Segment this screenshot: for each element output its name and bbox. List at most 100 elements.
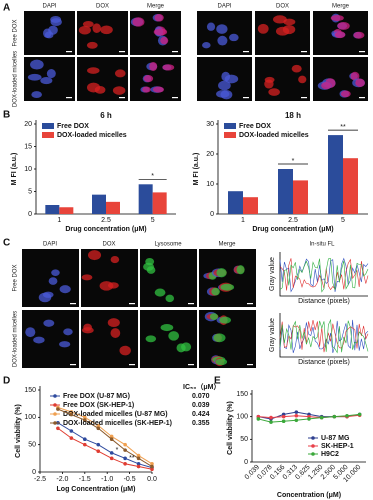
cell	[211, 287, 220, 296]
y-tick-label: 10	[24, 166, 32, 173]
bar	[59, 207, 74, 214]
column-header: DAPI	[43, 242, 57, 248]
point	[150, 462, 154, 466]
legend-swatch	[224, 132, 236, 138]
point	[96, 423, 101, 428]
cell	[340, 90, 351, 98]
point	[345, 413, 349, 418]
x-tick-label: 0.0	[147, 476, 157, 483]
series-line	[57, 408, 153, 467]
axis-label: Distance (pixels)	[298, 298, 350, 305]
point	[109, 451, 114, 455]
row-label: DOX-loaded micelles	[13, 311, 19, 367]
cell	[149, 61, 158, 72]
legend-label: Free DOX	[57, 123, 89, 130]
profile-line	[279, 320, 369, 353]
point	[83, 415, 87, 420]
point	[69, 436, 74, 440]
cell	[114, 69, 126, 78]
bar	[243, 197, 258, 214]
y-axis-label: M FI (a.u.)	[11, 153, 18, 186]
cell	[142, 86, 151, 93]
point	[69, 412, 74, 417]
cell	[112, 86, 126, 95]
point	[136, 464, 141, 469]
legend-label: U-87 MG	[321, 435, 350, 442]
point	[69, 410, 74, 414]
x-tick-label: -2.5	[34, 476, 46, 483]
y-tick-label: 0	[32, 469, 36, 476]
legend-marker	[53, 394, 57, 398]
cell	[275, 26, 290, 36]
scale-bar	[301, 97, 307, 99]
legend-swatch	[42, 123, 54, 129]
x-tick-label: 5	[341, 217, 345, 224]
legend-label: Free DOX (U-87 MG)	[63, 393, 130, 400]
column-header: DAPI	[217, 4, 231, 10]
legend-label: SK-HEP-1	[321, 443, 354, 450]
y-tick-label: 150	[236, 391, 248, 398]
significance: *	[116, 447, 119, 454]
point	[96, 426, 101, 431]
y-tick-label: 0	[244, 459, 248, 466]
cell	[160, 324, 174, 332]
legend-label: DOX-loaded micelles	[57, 132, 127, 139]
scale-bar	[359, 97, 365, 99]
cell	[145, 257, 155, 266]
scale-bar	[119, 51, 125, 53]
cell	[229, 33, 239, 42]
point	[109, 437, 114, 442]
scale-bar	[172, 97, 178, 99]
y-axis-label: Cell viability (%)	[15, 404, 22, 458]
cell	[48, 277, 58, 285]
axis-label: Gray value	[269, 257, 276, 291]
cell	[176, 343, 186, 353]
cell	[110, 255, 120, 264]
point	[96, 442, 101, 447]
row-label: Free DOX	[13, 19, 19, 46]
cell	[160, 36, 169, 45]
y-tick-label: 100	[24, 414, 36, 421]
cell	[291, 64, 302, 73]
series-line	[57, 407, 153, 465]
scale-bar	[70, 303, 76, 305]
point	[294, 410, 299, 414]
legend-label: DOX-loaded micelles	[239, 132, 309, 139]
bar	[343, 158, 358, 214]
cell	[152, 86, 164, 93]
cell	[154, 13, 164, 22]
significance: *	[151, 173, 154, 180]
bar	[228, 191, 243, 214]
cell	[219, 316, 231, 324]
column-header: Merge	[332, 4, 350, 10]
axis-label: Gray value	[269, 318, 276, 352]
x-tick-label: -2.0	[56, 476, 68, 483]
point	[83, 442, 87, 447]
cell	[168, 331, 180, 341]
cell	[215, 358, 228, 366]
panel-label: C	[3, 238, 10, 249]
axis	[279, 252, 368, 297]
scale-bar	[66, 97, 72, 99]
scale-bar	[66, 51, 72, 53]
cell	[146, 266, 156, 274]
column-header: Lysosome	[154, 242, 182, 248]
cell	[51, 269, 60, 276]
point	[136, 456, 141, 461]
cell	[86, 82, 101, 93]
column-header: Merge	[218, 242, 236, 248]
cell	[264, 79, 274, 89]
y-tick-label: 0	[28, 211, 32, 218]
legend-marker	[311, 444, 315, 448]
x-tick-label: -1.5	[79, 476, 91, 483]
point	[357, 412, 362, 417]
x-axis-label: Drug concentration (μM)	[65, 226, 146, 233]
point	[281, 419, 286, 424]
cell	[216, 24, 228, 34]
cell	[220, 283, 235, 291]
chart-title: 6 h	[100, 111, 112, 120]
y-tick-label: 0	[210, 211, 214, 218]
scale-bar	[70, 364, 76, 366]
cell	[355, 78, 365, 87]
cell	[81, 274, 93, 281]
